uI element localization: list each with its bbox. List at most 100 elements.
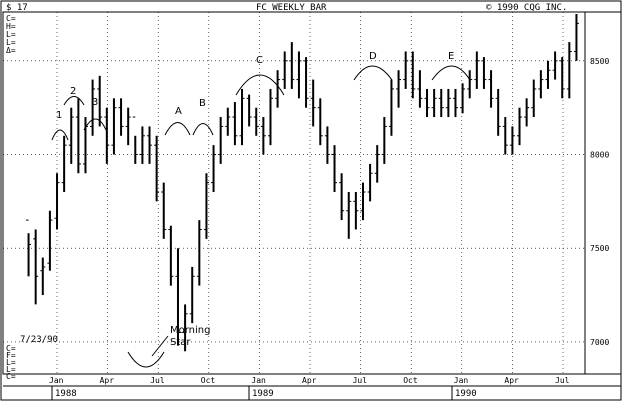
- x-month-label: Oct: [201, 376, 216, 385]
- ohlc-bar: [317, 98, 323, 146]
- ohlc-bar: [381, 117, 387, 164]
- ohlc-label-c: C=: [6, 14, 16, 23]
- arc-e: [431, 65, 471, 81]
- ohlc-bar: [111, 98, 117, 155]
- ohlc-bar: [75, 98, 81, 174]
- ohlc-bar: [396, 70, 402, 108]
- y-tick-label: 8500: [590, 57, 609, 66]
- ohlc-bar: [424, 88, 430, 118]
- pattern-arcs: [51, 65, 471, 368]
- x-month-label: Apr: [302, 376, 317, 385]
- ohlc-bar: [346, 192, 352, 239]
- y-tick-label: 8000: [590, 151, 609, 160]
- ohlc-bar: [296, 51, 302, 99]
- arc-morning-star: [127, 351, 165, 368]
- ohlc-bar: [175, 248, 181, 346]
- ohlc-bar: [189, 266, 195, 324]
- footer-label-5: C=: [6, 372, 16, 381]
- ohlc-bar: [132, 116, 138, 164]
- ohlc-bar: [488, 70, 494, 108]
- ohlc-bar: [339, 173, 345, 221]
- pattern-label-c: C: [256, 55, 263, 66]
- ohlc-bar: [403, 51, 409, 89]
- ohlc-bar: [68, 107, 74, 164]
- arc-2: [63, 96, 85, 106]
- ohlc-bar: [324, 126, 330, 164]
- x-month-label: Jan: [454, 376, 469, 385]
- arc-b: [192, 123, 214, 136]
- ohlc-bar: [260, 117, 266, 155]
- ohlc-bar: [431, 88, 437, 118]
- ohlc-bar: [445, 88, 451, 118]
- date-note: 7/23/90: [20, 335, 58, 345]
- pattern-label-a: A: [175, 106, 182, 117]
- arc-3: [83, 118, 107, 131]
- ohlc-bar: [310, 79, 316, 127]
- ohlc-bar: [203, 173, 209, 239]
- price-bars: [26, 14, 579, 352]
- ohlc-bar: [452, 88, 458, 118]
- x-year-label: 1989: [252, 389, 274, 399]
- ohlc-bar: [90, 79, 96, 136]
- ohlc-bar: [253, 107, 259, 136]
- ohlc-bar: [168, 225, 174, 286]
- x-month-label: Jul: [555, 376, 570, 385]
- ohlc-bar: [566, 42, 572, 99]
- annotation-line-2: Star: [170, 337, 191, 348]
- ohlc-bar: [495, 88, 501, 136]
- arc-a: [164, 122, 191, 136]
- x-month-label: Oct: [403, 376, 418, 385]
- ohlc-bar: [54, 173, 60, 230]
- ohlc-bar: [367, 163, 373, 202]
- ohlc-label-delta: Δ=: [6, 46, 16, 55]
- ohlc-bar: [139, 126, 145, 164]
- x-month-label: Jul: [353, 376, 368, 385]
- y-axis: 7000 7500 8000 8500: [590, 57, 609, 347]
- ohlc-bar: [524, 98, 530, 127]
- annotation-pointer: [151, 335, 169, 357]
- arc-1: [51, 129, 69, 141]
- ohlc-bar: [460, 83, 466, 114]
- ohlc-bar: [97, 75, 103, 127]
- header-copyright: © 1990 CQG INC.: [486, 3, 567, 13]
- annotation-line-1: Morning: [170, 325, 210, 336]
- x-month-label: Jul: [150, 376, 165, 385]
- ohlc-bar: [275, 70, 281, 108]
- x-month-label: Apr: [504, 376, 519, 385]
- ohlc-bar: [218, 117, 224, 164]
- ohlc-bar: [517, 107, 523, 146]
- ohlc-bar: [282, 51, 288, 89]
- ohlc-bar: [545, 60, 551, 89]
- ohlc-bar: [33, 229, 39, 305]
- ohlc-bar: [147, 126, 153, 164]
- ohlc-bar: [410, 51, 416, 99]
- x-month-label: Jan: [251, 376, 266, 385]
- footer-label-4: L=: [6, 365, 16, 374]
- footer-label-1: C=: [6, 344, 16, 353]
- ohlc-bar: [573, 14, 579, 61]
- ohlc-bar: [388, 79, 394, 136]
- ohlc-bar: [374, 145, 380, 183]
- ohlc-bar: [332, 145, 338, 192]
- ohlc-label-l1: L=: [6, 30, 16, 39]
- x-year-label: 1990: [455, 389, 477, 399]
- ohlc-bar: [538, 70, 544, 99]
- ohlc-bar: [104, 107, 110, 164]
- pattern-label-e: E: [448, 51, 454, 62]
- header-title: FC WEEKLY BAR: [256, 3, 327, 13]
- ohlc-bar: [360, 182, 366, 221]
- pattern-label-2: 2: [70, 86, 76, 97]
- ohlc-bar: [47, 210, 53, 271]
- footer-label-3: L=: [6, 358, 16, 367]
- ohlc-bar: [61, 135, 67, 192]
- ohlc-bar: [481, 57, 487, 89]
- x-axis: Jan Apr Jul Oct Jan Apr Jul Oct Jan Apr Jul 1988 198…: [49, 376, 570, 400]
- ohlc-bar: [246, 94, 252, 127]
- ohlc-bar: [154, 135, 160, 202]
- ohlc-bar: [502, 117, 508, 155]
- ohlc-bar: [225, 107, 231, 136]
- y-tick-label: 7500: [590, 244, 609, 253]
- ohlc-bar: [353, 192, 359, 230]
